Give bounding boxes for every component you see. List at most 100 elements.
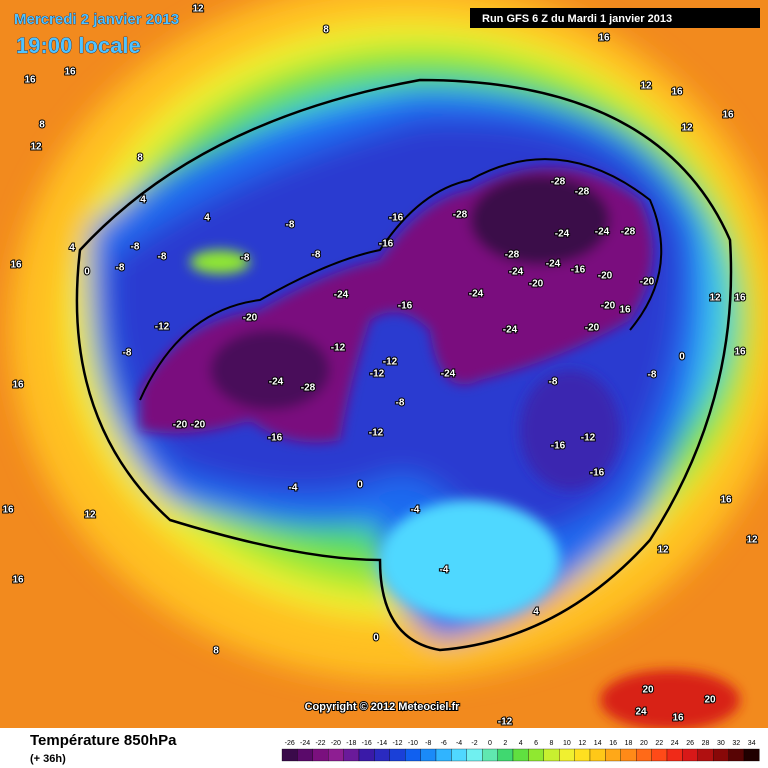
contour-label: 0 (84, 267, 90, 278)
contour-label: -12 (370, 369, 385, 380)
date-label: Mercredi 2 janvier 2013 (14, 11, 179, 28)
legend-swatch (666, 748, 683, 762)
contour-label: -12 (369, 428, 384, 439)
contour-label: 0 (373, 633, 379, 644)
contour-label: 12 (640, 81, 652, 92)
contour-label: -20 (191, 420, 206, 431)
legend-tick-label: 12 (578, 740, 586, 747)
legend-tick-label: -12 (392, 740, 402, 747)
legend-swatch (420, 748, 437, 762)
contour-label: 8 (137, 153, 143, 164)
contour-label: -16 (268, 433, 283, 444)
contour-label: 16 (734, 293, 746, 304)
contour-label: 16 (671, 87, 683, 98)
contour-label: 16 (2, 505, 14, 516)
legend-swatch (620, 748, 637, 762)
contour-label: -28 (551, 177, 566, 188)
legend-swatch (466, 748, 483, 762)
contour-label: -8 (116, 263, 125, 274)
contour-label: -24 (546, 259, 561, 270)
contour-label: 16 (64, 67, 76, 78)
legend-swatch (682, 748, 698, 762)
footer-title: Température 850hPa (30, 732, 177, 749)
contour-label: -24 (469, 289, 484, 300)
contour-label: 12 (709, 293, 721, 304)
contour-label: 16 (598, 33, 610, 44)
legend-tick-label: 22 (655, 740, 663, 747)
legend-tick-label: 14 (594, 740, 602, 747)
contour-label: -28 (505, 250, 520, 261)
legend-tick-label: 24 (671, 740, 679, 747)
time-label: 19:00 locale (16, 33, 141, 58)
legend-swatch (358, 748, 375, 762)
contour-label: -4 (289, 483, 298, 494)
legend-tick-label: 10 (563, 740, 571, 747)
contour-label: 16 (619, 305, 631, 316)
legend-tick-label: -6 (441, 740, 447, 747)
legend-tick-label: 18 (625, 740, 633, 747)
legend-swatch (528, 748, 544, 762)
contour-label: 12 (192, 4, 204, 15)
legend-tick-label: 28 (702, 740, 710, 747)
contour-label: -28 (453, 210, 468, 221)
legend-swatch (743, 748, 760, 762)
contour-label: 4 (204, 213, 210, 224)
legend-tick-label: 26 (686, 740, 694, 747)
legend-tick-label: -8 (425, 740, 431, 747)
legend-swatch (312, 748, 329, 762)
contour-label: -8 (123, 348, 132, 359)
contour-label: 8 (39, 120, 45, 131)
legend-tick-label: 34 (748, 740, 756, 747)
contour-label: -8 (396, 398, 405, 409)
legend-tick-label: -4 (456, 740, 462, 747)
contour-label: -12 (331, 343, 346, 354)
legend-tick-label: -22 (315, 740, 325, 747)
legend-swatch (728, 748, 745, 762)
contour-label: -4 (440, 565, 449, 576)
legend-tick-label: -20 (331, 740, 341, 747)
legend-swatch (281, 748, 298, 762)
contour-label: 12 (30, 142, 42, 153)
legend-tick-label: 30 (717, 740, 725, 747)
contour-label: -16 (590, 468, 605, 479)
contour-label: 4 (69, 243, 75, 254)
legend-tick-label: 2 (503, 740, 507, 747)
contour-label: -8 (158, 252, 167, 263)
legend-tick-label: 6 (534, 740, 538, 747)
footer-lead: (+ 36h) (30, 753, 66, 765)
contour-label: -24 (441, 369, 456, 380)
contour-label: -12 (383, 357, 398, 368)
legend-swatch (374, 748, 390, 762)
contour-label: 0 (679, 352, 685, 363)
run-label: Run GFS 6 Z du Mardi 1 janvier 2013 (482, 13, 672, 25)
contour-label: -24 (595, 227, 610, 238)
legend-tick-label: 20 (640, 740, 648, 747)
contour-label: 16 (722, 110, 734, 121)
legend-tick-label: -24 (300, 740, 310, 747)
contour-label: -20 (601, 301, 616, 312)
legend-swatch (574, 748, 591, 762)
legend-tick-label: 4 (519, 740, 523, 747)
legend-swatch (451, 748, 467, 762)
contour-label: -28 (621, 227, 636, 238)
contour-label: -12 (155, 322, 170, 333)
contour-label: -12 (498, 717, 513, 728)
contour-label: 16 (24, 75, 36, 86)
contour-label: 8 (213, 646, 219, 657)
legend-swatch (605, 748, 621, 762)
contour-label: 20 (704, 695, 716, 706)
contour-label: 12 (681, 123, 693, 134)
contour-label: 12 (84, 510, 96, 521)
contour-label: -20 (243, 313, 258, 324)
legend-swatch (697, 748, 714, 762)
legend-swatch (543, 748, 560, 762)
contour-label: 16 (672, 713, 684, 724)
legend-swatch (589, 748, 606, 762)
legend-swatch (389, 748, 406, 762)
legend-tick-label: -26 (285, 740, 295, 747)
legend-tick-label: -16 (362, 740, 372, 747)
legend-swatch (328, 748, 344, 762)
contour-label: -24 (334, 290, 349, 301)
contour-label: 12 (746, 535, 758, 546)
contour-label: -24 (555, 229, 570, 240)
